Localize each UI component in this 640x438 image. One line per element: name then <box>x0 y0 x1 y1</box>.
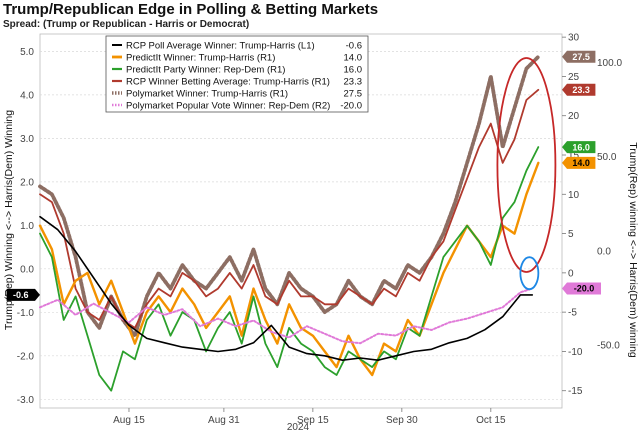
left-axis-title: Trump(Rep) Winning <--> Harris(Dem) Winn… <box>3 110 15 330</box>
series-line-1 <box>38 161 540 377</box>
tag-predictit-winner-bg <box>562 156 596 169</box>
tag-rcp-poll: -0.6 <box>13 290 29 300</box>
r1-tick-label: -15 <box>568 386 583 397</box>
tag-polymarket-popular-bg <box>562 282 601 295</box>
legend-value-2: 16.0 <box>344 64 363 75</box>
legend-value-3: 23.3 <box>344 76 363 87</box>
x-tick-label: Oct 15 <box>476 415 506 426</box>
left-tick-label: -3.0 <box>17 395 35 406</box>
tag-polymarket-popular: -20.0 <box>574 284 595 294</box>
r1-tick-label: 0 <box>568 268 574 279</box>
left-tick-label: 2.0 <box>20 177 34 188</box>
r1-tick-label: -10 <box>568 347 583 358</box>
left-tick-label: 1.0 <box>20 221 34 232</box>
tag-rcp-betting-bg <box>562 83 596 96</box>
tag-polymarket-winner: 27.5 <box>572 52 590 62</box>
r2-tick-label: 100.0 <box>597 58 622 69</box>
legend-label-5: Polymarket Popular Vote Winner: Rep-Dem … <box>126 100 330 111</box>
r1-tick-label: 30 <box>568 33 580 44</box>
r1-tick-label: 5 <box>568 229 574 240</box>
legend-value-5: -20.0 <box>340 100 362 111</box>
legend-label-0: RCP Poll Average Winner: Trump-Harris (L… <box>126 40 315 51</box>
legend-value-0: -0.6 <box>346 40 362 51</box>
plot-frame <box>39 33 563 409</box>
x-tick-label: Aug 15 <box>113 415 145 426</box>
left-tick-label: 3.0 <box>20 134 34 145</box>
chart-subtitle: Spread: (Trump or Republican - Harris or… <box>3 19 250 30</box>
legend-label-4: Polymarket Winner: Trump-Harris (R1) <box>126 88 288 99</box>
tag-predictit-party: 16.0 <box>572 142 590 152</box>
r1-tick-label: 25 <box>568 72 580 83</box>
left-tick-label: -2.0 <box>17 351 35 362</box>
legend-box <box>105 35 369 113</box>
legend-label-1: PredictIt Winner: Trump-Harris (R1) <box>126 52 275 63</box>
left-tick-label: 0.0 <box>20 264 34 275</box>
legend-label-3: RCP Winner Betting Average: Trump-Harris… <box>126 76 330 87</box>
series-line-0 <box>39 215 534 362</box>
series-line-2 <box>39 146 540 392</box>
left-tick-label: 5.0 <box>20 47 34 58</box>
x-axis-year-label: 2024 <box>287 422 310 433</box>
annotation-red-ellipse <box>496 57 557 273</box>
r2-tick-label: 50.0 <box>597 152 617 163</box>
annotation-blue-ellipse <box>519 256 540 291</box>
left-tick-label: 4.0 <box>20 90 34 101</box>
r1-tick-label: 15 <box>568 151 580 162</box>
series-group <box>38 54 541 392</box>
value-tags: 27.523.316.014.0-20.0-0.6 <box>6 50 601 301</box>
tag-rcp-poll-bg <box>6 288 41 301</box>
r2-tick-label: -50.0 <box>597 341 620 352</box>
x-tick-label: Sep 30 <box>386 415 418 426</box>
tag-predictit-winner: 14.0 <box>572 158 590 168</box>
r1-tick-label: 10 <box>568 190 580 201</box>
legend-label-2: PredictIt Party Winner: Rep-Dem (R1) <box>126 64 285 75</box>
chart-title: Trump/Republican Edge in Polling & Betti… <box>3 1 379 18</box>
tag-predictit-party-bg <box>562 141 596 154</box>
legend-value-1: 14.0 <box>344 52 363 63</box>
r1-tick-label: -5 <box>568 308 577 319</box>
x-tick-label: Aug 31 <box>208 415 240 426</box>
x-tick-label: Sep 15 <box>297 415 329 426</box>
r1-tick-label: 20 <box>568 111 580 122</box>
tag-rcp-betting: 23.3 <box>572 85 590 95</box>
right-axis-title: Trump(Rep) winning <--> Harris(Dem) winn… <box>627 142 639 358</box>
annotations <box>496 57 557 291</box>
legend: RCP Poll Average Winner: Trump-Harris (L… <box>105 35 369 113</box>
axes: 5.0 4.0 3.0 2.0 1.0 0.0 -1.0 -2.0 -3.0 30 25 20 15 10… <box>3 33 639 433</box>
left-tick-label: -1.0 <box>17 308 35 319</box>
legend-value-4: 27.5 <box>344 88 363 99</box>
tag-polymarket-winner-bg <box>562 50 596 63</box>
r2-tick-label: 0.0 <box>597 246 611 257</box>
